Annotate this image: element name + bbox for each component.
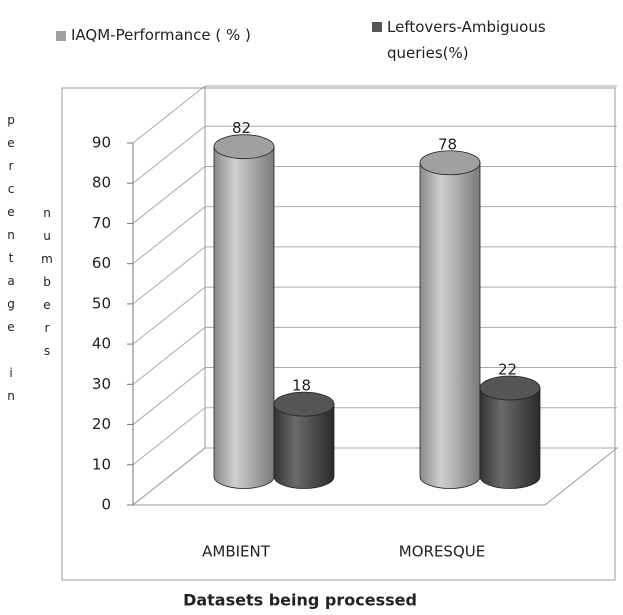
y-tick-label: 30	[92, 375, 111, 393]
grid-line	[132, 286, 617, 345]
data-label: 82	[232, 119, 251, 137]
cylinder-top	[419, 150, 481, 176]
cylinder	[479, 387, 541, 489]
legend-label: Leftovers-Ambiguous queries(%)	[387, 18, 546, 62]
legend-swatch	[56, 31, 66, 41]
cylinder-top	[479, 375, 541, 401]
y-tick-label: 70	[92, 214, 111, 232]
grid-line	[132, 447, 617, 506]
grid-line	[132, 165, 617, 224]
cylinder-top	[213, 134, 275, 160]
grid-line	[132, 125, 617, 184]
y-axis-title: percentage in	[4, 113, 18, 412]
floor	[131, 447, 619, 506]
cylinder	[213, 146, 275, 489]
y-tick-label: 20	[92, 415, 111, 433]
grid-line	[132, 367, 617, 425]
grid-line	[132, 326, 617, 385]
grid-line	[132, 246, 617, 305]
data-label: 22	[498, 361, 517, 379]
x-tick-label: AMBIENT	[202, 543, 271, 561]
legend-label: IAQM-Performance ( % )	[71, 26, 251, 44]
y-tick-label: 80	[92, 174, 111, 192]
data-label: 78	[438, 135, 457, 153]
legend-item: Leftovers-Ambiguous queries(%)	[372, 14, 622, 66]
legend-item: IAQM-Performance ( % )	[56, 26, 251, 44]
y-tick-label: 10	[92, 455, 111, 473]
y-tick-label: 50	[92, 294, 111, 312]
cylinder	[273, 403, 335, 489]
plot-frame	[61, 87, 616, 581]
x-tick-label: MORESQUE	[399, 543, 485, 561]
legend-swatch	[372, 22, 382, 32]
y-tick-label: 40	[92, 335, 111, 353]
data-label: 18	[292, 377, 311, 395]
grid-line	[132, 85, 617, 144]
y-axis-title: numbers	[40, 206, 54, 367]
x-axis-title: Datasets being processed	[183, 591, 417, 610]
grid-line	[132, 206, 617, 265]
cylinder-top	[273, 391, 335, 417]
grid-line	[132, 407, 617, 466]
cylinder	[419, 162, 481, 489]
y-tick-label: 0	[101, 496, 111, 514]
y-tick-label: 90	[92, 134, 111, 152]
y-tick-label: 60	[92, 254, 111, 272]
